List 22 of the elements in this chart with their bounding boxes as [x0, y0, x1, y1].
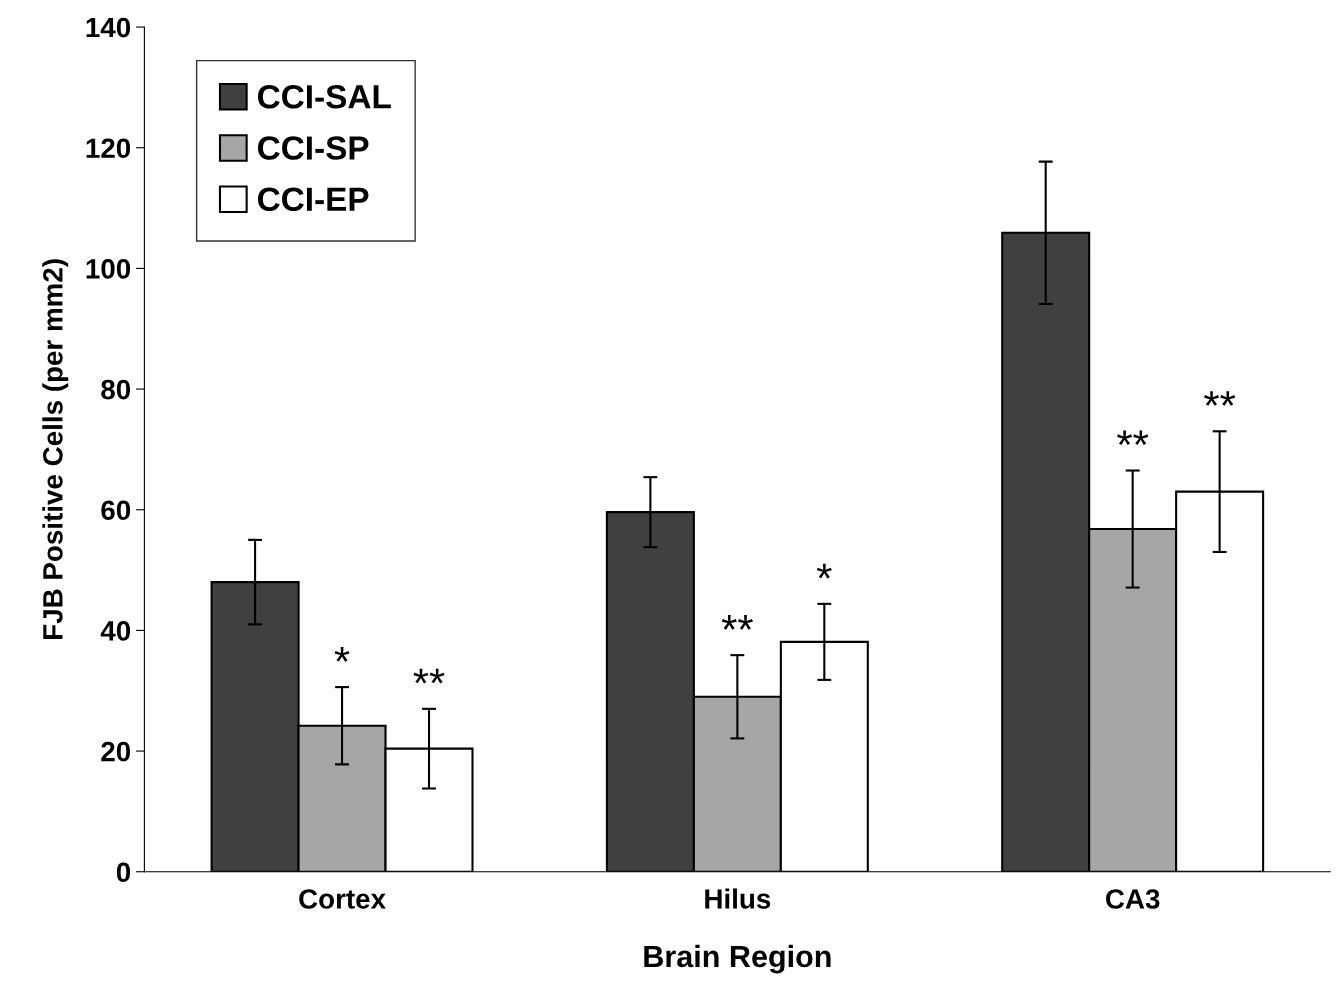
y-tick-label: 100	[86, 259, 131, 279]
legend-label: CCI-EP	[258, 187, 369, 212]
data-label: **	[721, 615, 753, 630]
y-tick-label: 80	[101, 379, 131, 400]
y-tick-label: 120	[86, 138, 131, 159]
data-label: **	[1204, 391, 1236, 406]
data-label: **	[1117, 430, 1149, 446]
x-tick-label: CA3	[1106, 889, 1160, 909]
y-tick-label: 40	[100, 621, 131, 641]
y-tick-label: 20	[101, 741, 131, 762]
y-tick-label: 60	[101, 500, 131, 521]
legend-label: CCI-SP	[258, 136, 369, 160]
x-tick-label: Cortex	[299, 889, 386, 909]
y-tick-label: 140	[86, 17, 131, 38]
data-label: **	[413, 668, 445, 684]
legend-label: CCI-SAL	[258, 85, 391, 109]
data-label: *	[816, 563, 832, 579]
y-tick-label: 0	[116, 862, 131, 883]
x-tick-label: Hilus	[705, 888, 771, 909]
data-label: *	[334, 647, 350, 662]
y-axis-title: FJB Positive Cells (per mm2)	[42, 259, 69, 639]
x-axis-title: Brain Region	[644, 944, 831, 974]
